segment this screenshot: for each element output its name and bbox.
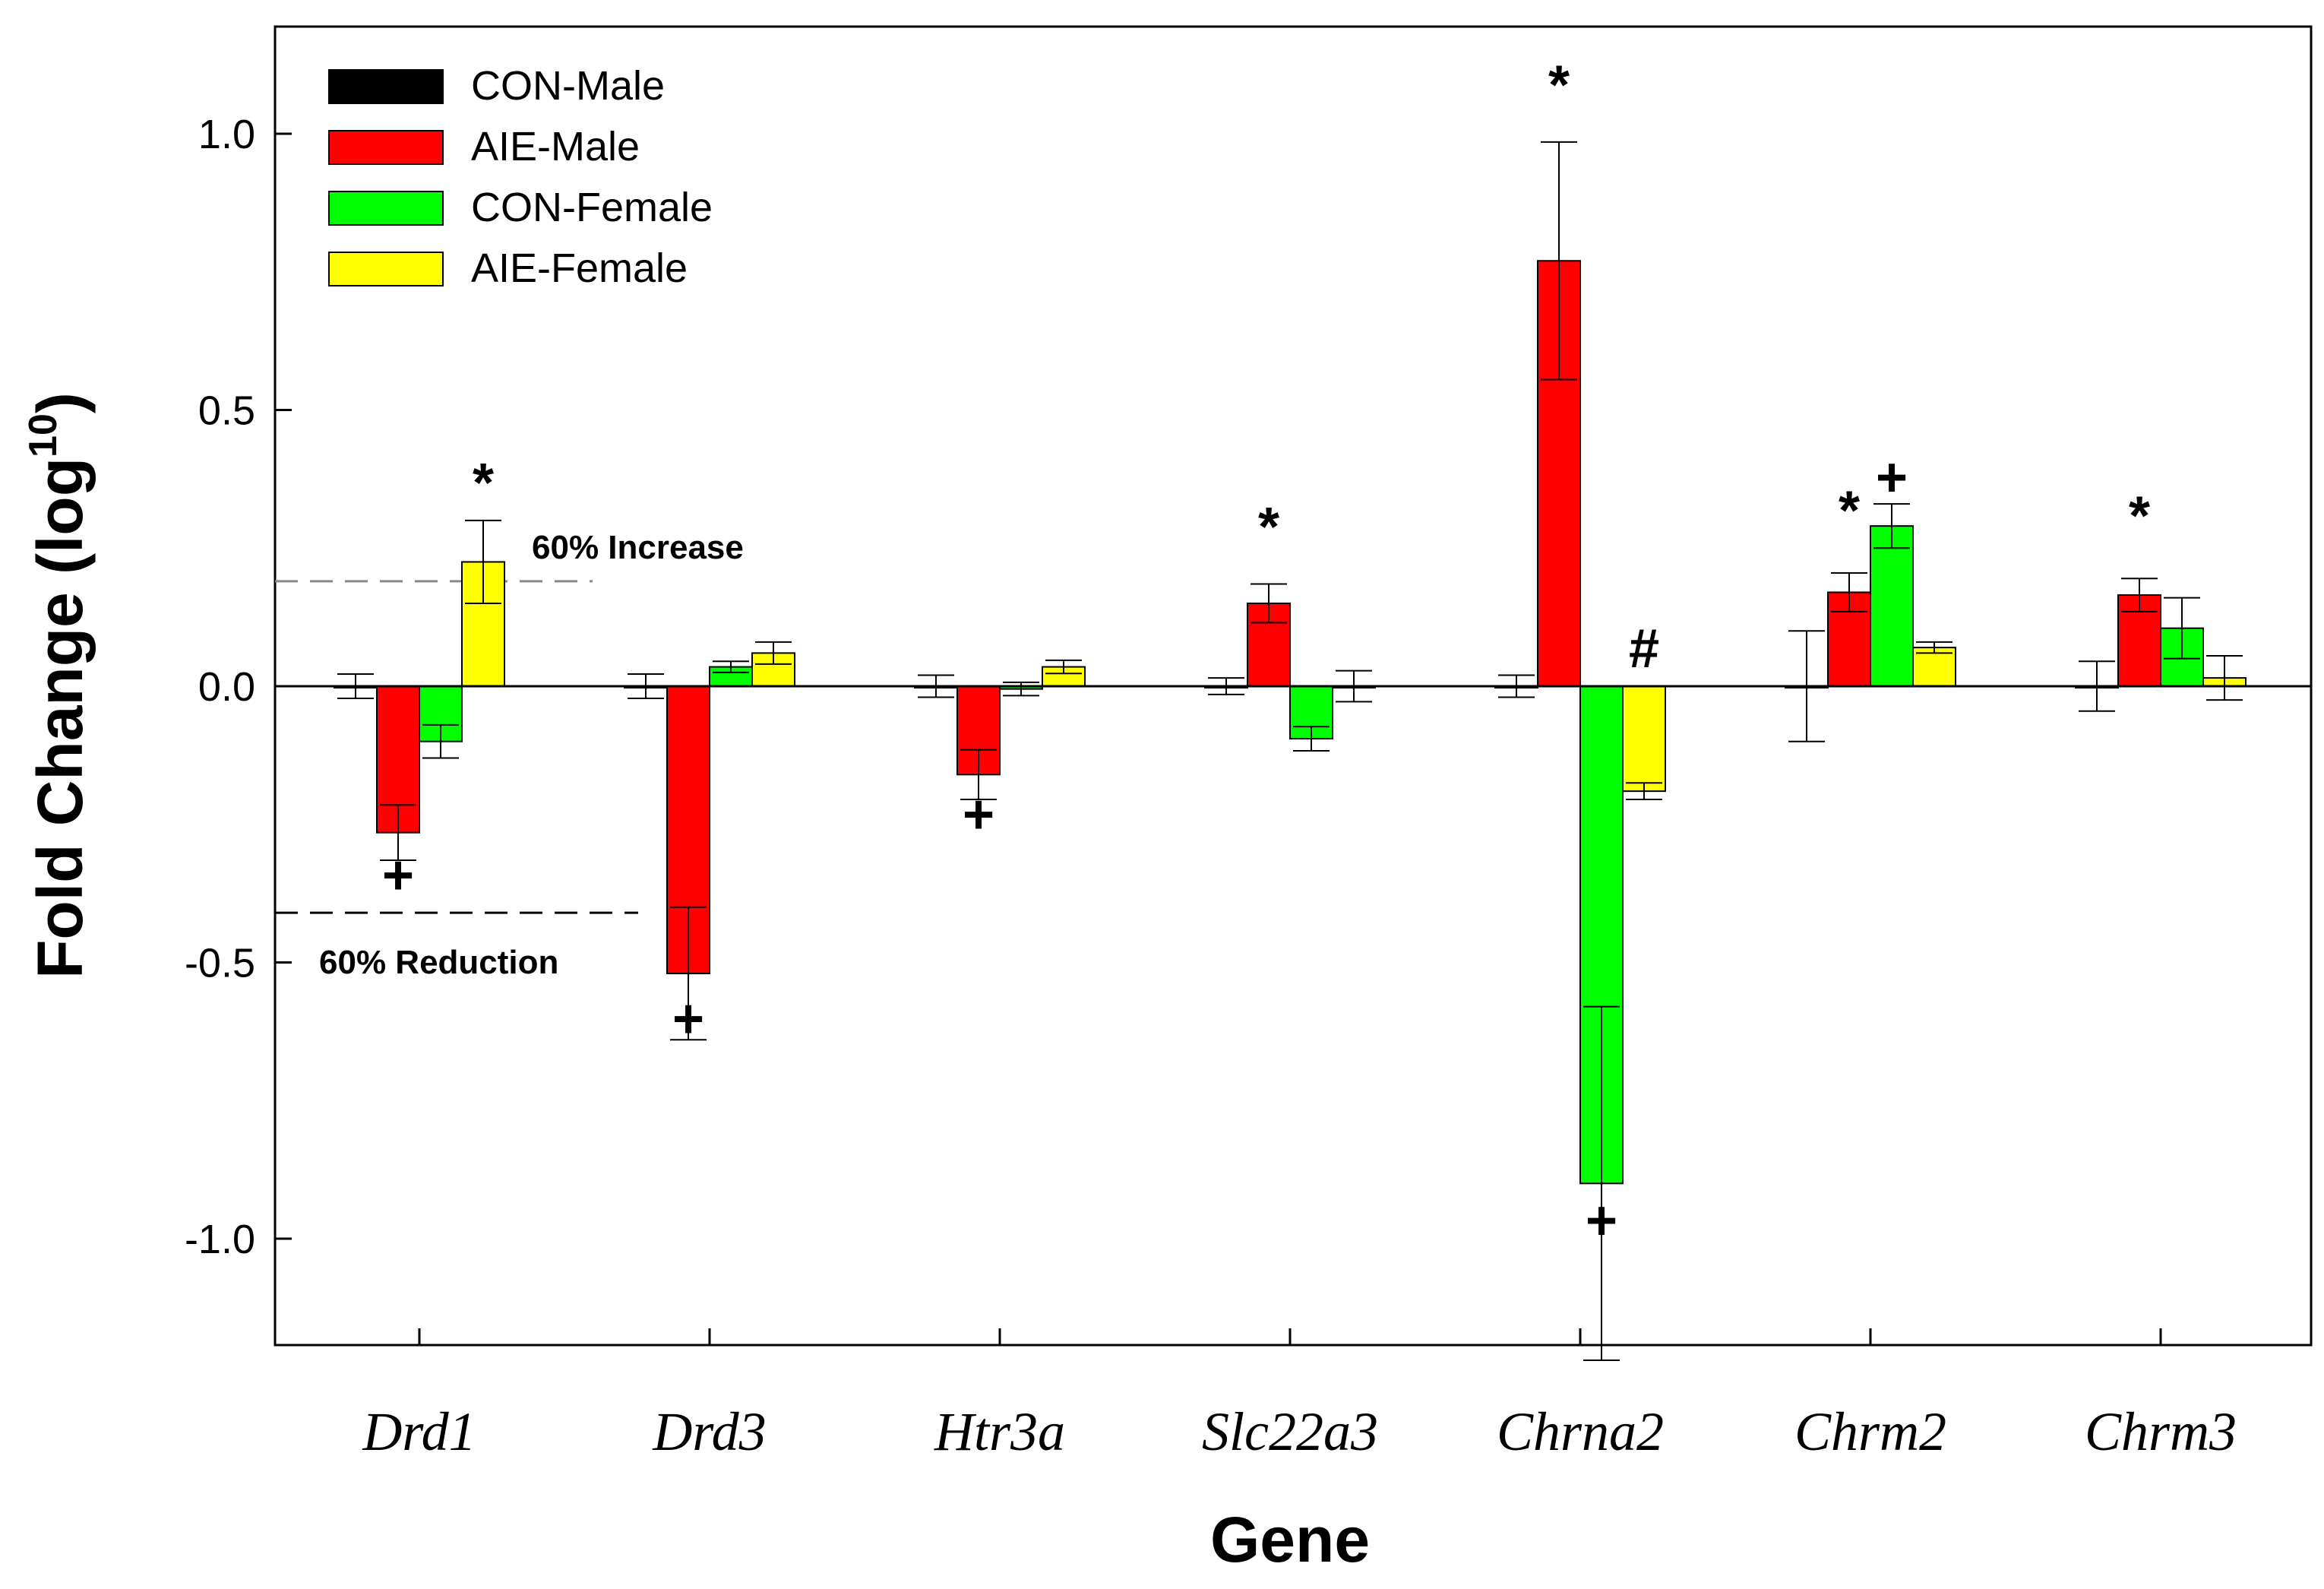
bar-series: [334, 260, 2247, 1185]
x-axis: Drd1 Drd3 Htr3a Slc22a3 Chrna2 Chrm2 Chrm3: [362, 1328, 2237, 1462]
error-bar-chrm3-aie-male: [2121, 578, 2158, 612]
error-bar-slc22a3-aie-female: [1336, 669, 1372, 703]
error-bars: [337, 141, 2243, 1361]
error-bar-chrm2-con-female: [1873, 503, 1910, 549]
error-bar-drd1-con-female: [422, 723, 459, 759]
x-tick-label-chrm3: Chrm3: [2085, 1401, 2237, 1462]
error-bar-chrm2-aie-female: [1916, 641, 1952, 654]
annotation-asterisk-drd1: *: [473, 453, 494, 514]
error-bar-htr3a-aie-female: [1045, 659, 1082, 675]
annotation-plus-drd3: +: [672, 989, 704, 1049]
error-bar-htr3a-aie-male: [960, 749, 997, 801]
annotation-plus-htr3a: +: [963, 784, 994, 845]
y-tick-label: 0.0: [198, 664, 255, 710]
legend-swatch-aie-male: [328, 130, 444, 165]
y-axis-title-close: ): [24, 392, 96, 413]
x-tick-label-drd1: Drd1: [362, 1401, 476, 1462]
legend: CON-Male AIE-Male CON-Female AIE-Female: [328, 63, 713, 291]
error-bar-drd3-con-female: [713, 660, 749, 673]
legend-swatch-aie-female: [328, 252, 444, 286]
annotation-hash-chrna2: #: [1629, 619, 1659, 679]
annotation-asterisk-chrm3: *: [2129, 486, 2150, 547]
x-axis-title: Gene: [1210, 1504, 1370, 1575]
y-axis-title: Fold Change (log10): [21, 392, 96, 979]
significance-annotations: * + + + * * + # * + *: [382, 55, 2150, 1252]
reference-label-60-increase: 60% Increase: [532, 529, 744, 566]
x-tick-label-chrna2: Chrna2: [1497, 1401, 1664, 1462]
error-bar-chrm2-aie-male: [1831, 571, 1867, 612]
x-tick-label-chrm2: Chrm2: [1794, 1401, 1946, 1462]
y-tick-label: 1.0: [198, 112, 255, 157]
x-tick-label-htr3a: Htr3a: [934, 1401, 1065, 1462]
error-bar-drd3-con-male: [628, 673, 664, 699]
annotation-plus-chrm2: +: [1876, 448, 1908, 508]
y-tick-label: -0.5: [185, 941, 255, 986]
bar-chrna2-aie-female: [1622, 685, 1666, 793]
error-bar-slc22a3-con-male: [1208, 677, 1244, 695]
error-bar-drd3-aie-female: [755, 641, 792, 665]
y-tick-label: 0.5: [198, 388, 255, 434]
error-bar-drd1-aie-female: [465, 519, 501, 604]
annotation-asterisk-chrm2: *: [1839, 480, 1860, 541]
error-bar-chrm3-con-female: [2164, 597, 2200, 660]
error-bar-slc22a3-con-female: [1293, 726, 1330, 752]
legend-swatch-con-female: [328, 191, 444, 226]
error-bar-chrna2-con-female: [1583, 1005, 1620, 1361]
error-bar-drd1-con-male: [337, 673, 374, 699]
annotation-plus-chrna2: +: [1586, 1191, 1617, 1252]
x-tick-label-drd3: Drd3: [652, 1401, 766, 1462]
error-bar-slc22a3-aie-male: [1251, 583, 1287, 624]
error-bar-drd1-aie-male: [380, 804, 416, 862]
bar-chrm2-con-female: [1870, 525, 1914, 687]
error-bar-drd3-aie-male: [670, 906, 707, 1041]
annotation-asterisk-slc22a3: *: [1258, 497, 1279, 558]
legend-label-aie-female: AIE-Female: [471, 245, 688, 291]
y-axis-title-superscript: 10: [21, 413, 65, 457]
x-tick-label-slc22a3: Slc22a3: [1202, 1401, 1378, 1462]
legend-label-con-female: CON-Female: [471, 185, 713, 230]
error-bar-chrm2-con-male: [1788, 630, 1825, 742]
legend-swatch-con-male: [328, 69, 444, 104]
y-axis: 1.0 0.5 0.0 -0.5 -1.0: [185, 112, 292, 1262]
error-bar-chrna2-aie-male: [1541, 141, 1577, 381]
error-bar-chrm3-aie-female: [2206, 655, 2243, 701]
error-bar-chrna2-con-male: [1498, 674, 1535, 698]
error-bar-htr3a-con-male: [918, 674, 954, 698]
legend-label-con-male: CON-Male: [471, 63, 665, 109]
reference-lines: 60% Increase 60% Reduction: [275, 529, 744, 981]
reference-label-60-reduction: 60% Reduction: [319, 944, 558, 981]
y-axis-title-text: Fold Change (log: [24, 457, 96, 979]
annotation-plus-drd1: +: [382, 845, 414, 906]
error-bar-chrm3-con-male: [2079, 660, 2115, 712]
annotation-asterisk-chrna2: *: [1548, 55, 1570, 116]
bar-chrm2-aie-female: [1912, 647, 1956, 687]
y-tick-label: -1.0: [185, 1217, 255, 1262]
error-bar-chrna2-aie-female: [1626, 782, 1662, 801]
legend-label-aie-male: AIE-Male: [471, 124, 640, 169]
